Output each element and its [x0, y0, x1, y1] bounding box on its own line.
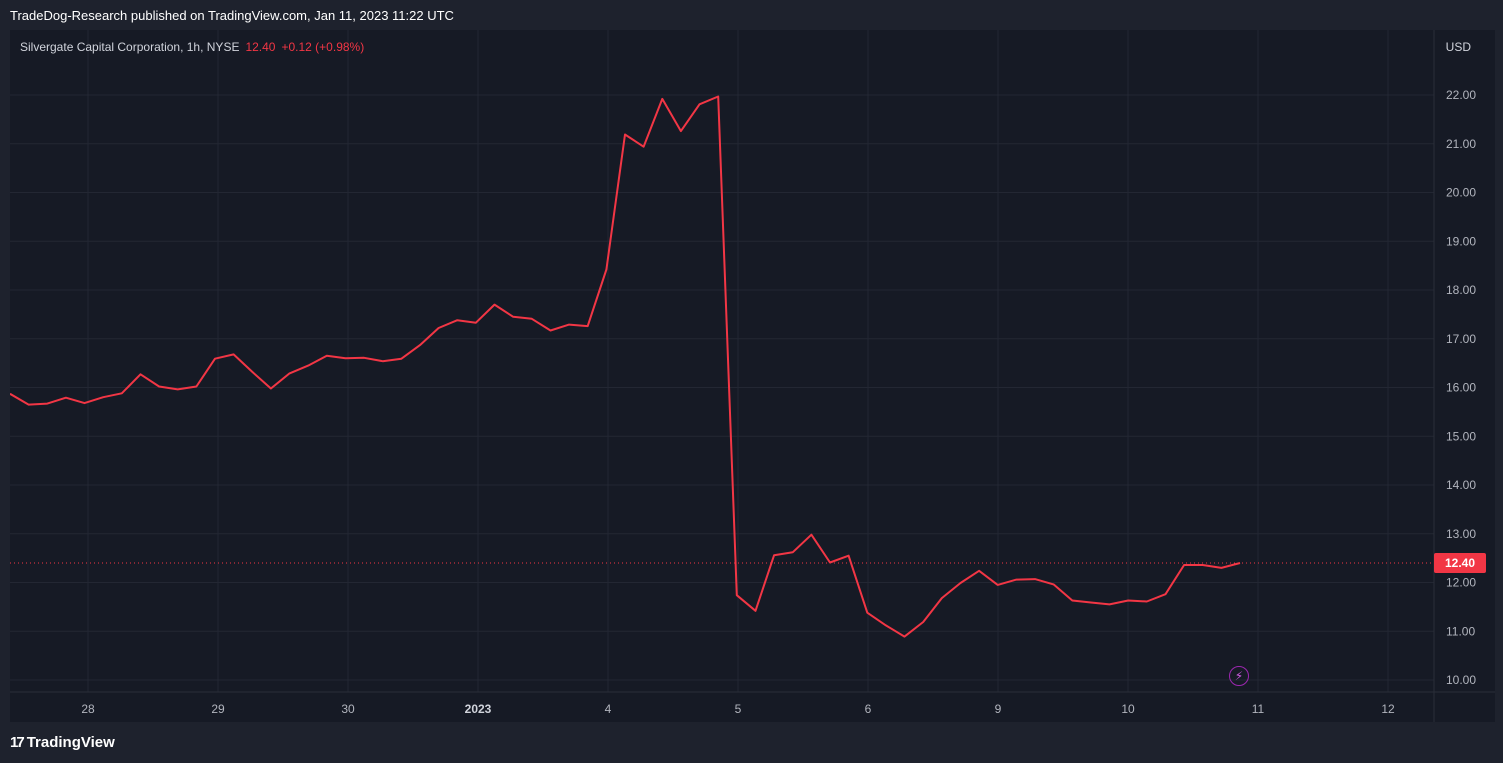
x-tick-label: 12 — [1381, 702, 1395, 716]
x-tick-label: 29 — [211, 702, 225, 716]
y-tick-label: 10.00 — [1446, 673, 1476, 687]
y-tick-label: 20.00 — [1446, 186, 1476, 200]
x-tick-label: 2023 — [465, 702, 492, 716]
x-tick-label: 28 — [81, 702, 95, 716]
y-tick-label: 15.00 — [1446, 429, 1476, 443]
x-tick-label: 9 — [995, 702, 1002, 716]
y-tick-label: 21.00 — [1446, 137, 1476, 151]
tv-logo-icon: 17 — [10, 734, 25, 751]
x-tick-label: 30 — [341, 702, 355, 716]
y-tick-label: 13.00 — [1446, 527, 1476, 541]
price-chart-svg[interactable]: 10.00 11.00 12.00 13.00 14.00 15.00 16.00 17.00… — [10, 30, 1495, 722]
y-tick-label: 11.00 — [1446, 624, 1475, 638]
y-tick-label: 14.00 — [1446, 478, 1476, 492]
x-tick-label: 6 — [865, 702, 872, 716]
y-tick-label: 19.00 — [1446, 234, 1476, 248]
y-tick-label: 18.00 — [1446, 283, 1476, 297]
y-tick-label: 22.00 — [1446, 88, 1476, 102]
brand-name: TradingView — [26, 734, 115, 751]
lightning-icon[interactable]: ⚡ — [1229, 666, 1249, 686]
y-tick-label: 12.00 — [1446, 576, 1476, 590]
x-tick-label: 5 — [735, 702, 742, 716]
x-tick-label: 11 — [1252, 702, 1265, 716]
symbol-legend: Silvergate Capital Corporation, 1h, NYSE… — [20, 40, 364, 54]
legend-change: +0.12 (+0.98%) — [281, 40, 365, 54]
price-line-series — [10, 95, 1241, 638]
publish-header: TradeDog-Research published on TradingVi… — [10, 8, 454, 23]
chart-area[interactable]: 10.00 11.00 12.00 13.00 14.00 15.00 16.00 17.00… — [10, 30, 1495, 722]
y-tick-label: 16.00 — [1446, 381, 1476, 395]
x-tick-label: 10 — [1121, 702, 1135, 716]
last-price-label: 12.40 — [1434, 553, 1486, 573]
tradingview-logo[interactable]: 17 TradingView — [10, 734, 115, 751]
x-tick-label: 4 — [605, 702, 612, 716]
currency-label[interactable]: USD — [1445, 40, 1471, 54]
symbol-info: Silvergate Capital Corporation, 1h, NYSE — [20, 40, 240, 54]
legend-last-price: 12.40 — [245, 40, 276, 54]
y-tick-label: 17.00 — [1446, 332, 1476, 346]
